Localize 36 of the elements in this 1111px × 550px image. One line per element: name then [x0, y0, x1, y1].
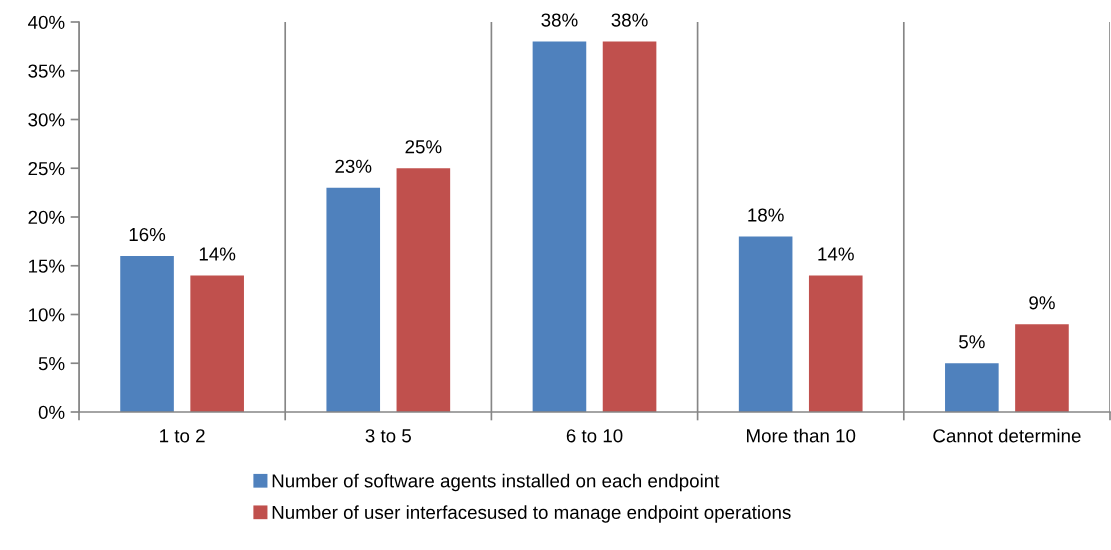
data-label: 16% — [129, 227, 166, 242]
x-tick-label: Cannot determine — [933, 428, 1081, 443]
data-label: 14% — [818, 247, 854, 261]
bar — [326, 187, 381, 412]
bar — [1015, 324, 1069, 412]
bar — [120, 256, 174, 412]
bar — [808, 275, 863, 412]
y-tick-label: 0% — [38, 405, 65, 419]
data-label: 38% — [541, 13, 578, 27]
y-tick-label: 15% — [29, 259, 65, 273]
y-tick-label: 25% — [28, 161, 65, 176]
legend-label: Number of software agents installed on each endpoint — [272, 473, 720, 492]
x-tick-label: 1 to 2 — [160, 429, 205, 443]
y-tick-label: 40% — [28, 15, 65, 29]
data-label: 5% — [959, 335, 985, 349]
data-label: 14% — [199, 247, 236, 261]
bar — [945, 363, 999, 412]
data-label: 23% — [335, 159, 372, 173]
data-label: 25% — [405, 140, 442, 154]
bar — [602, 41, 657, 412]
bar — [396, 168, 451, 412]
bar — [190, 275, 244, 412]
x-tick-label: More than 10 — [747, 428, 856, 443]
y-tick-label: 10% — [29, 308, 65, 322]
y-tick-label: 5% — [38, 357, 65, 371]
x-tick-label: 3 to 5 — [365, 429, 411, 443]
x-tick-label: 6 to 10 — [566, 429, 623, 443]
data-label: 9% — [1029, 296, 1055, 310]
y-tick-label: 30% — [28, 113, 65, 127]
y-tick-label: 35% — [28, 64, 65, 78]
data-label: 38% — [611, 13, 648, 27]
legend-label: Number of user interfacesused to manage endpoint operations — [272, 505, 791, 523]
bar — [738, 236, 793, 412]
bar — [532, 41, 587, 412]
y-tick-label: 20% — [28, 210, 65, 224]
data-label: 18% — [748, 208, 784, 222]
